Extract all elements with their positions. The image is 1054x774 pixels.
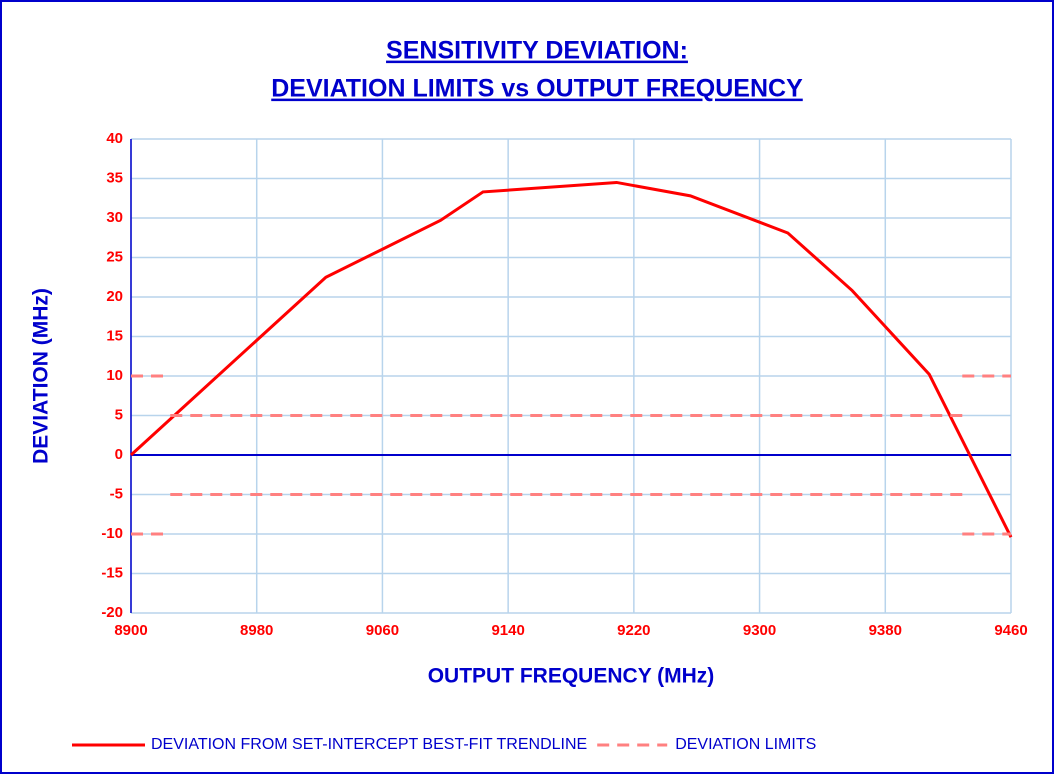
x-tick-label: 9460 (994, 622, 1027, 639)
y-tick-label: -10 (101, 525, 123, 542)
y-tick-label: -5 (110, 485, 123, 502)
y-tick-label: 40 (106, 130, 123, 147)
y-axis-title: DEVIATION (MHz) (30, 288, 53, 464)
y-tick-label: 20 (106, 288, 123, 305)
y-tick-label: -20 (101, 604, 123, 621)
x-tick-label: 8900 (114, 622, 147, 639)
chart-title: SENSITIVITY DEVIATION: (386, 37, 688, 65)
x-axis-title: OUTPUT FREQUENCY (MHz) (428, 665, 715, 688)
y-tick-label: 35 (106, 169, 123, 186)
y-tick-label: 15 (106, 327, 123, 344)
y-tick-label: 10 (106, 367, 123, 384)
y-tick-label: 30 (106, 209, 123, 226)
y-tick-label: -15 (101, 564, 123, 581)
y-tick-label: 0 (115, 446, 123, 463)
y-tick-label: 5 (115, 406, 123, 423)
data-line (129, 180, 1013, 538)
x-tick-label: 9220 (617, 622, 650, 639)
x-tick-label: 9380 (869, 622, 902, 639)
x-tick-label: 9060 (366, 622, 399, 639)
legend-label: DEVIATION LIMITS (675, 736, 816, 753)
chart-title: DEVIATION LIMITS vs OUTPUT FREQUENCY (271, 75, 803, 103)
y-tick-label: 25 (106, 248, 123, 265)
x-tick-label: 8980 (240, 622, 273, 639)
x-tick-label: 9140 (491, 622, 524, 639)
legend-label: DEVIATION FROM SET-INTERCEPT BEST-FIT TR… (151, 736, 587, 753)
x-tick-label: 9300 (743, 622, 776, 639)
